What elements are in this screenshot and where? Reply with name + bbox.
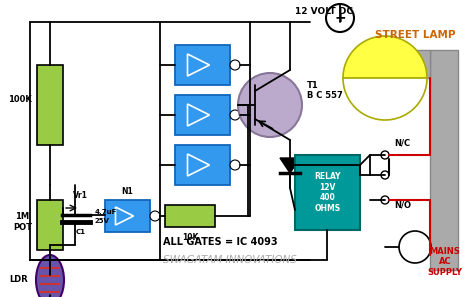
Wedge shape: [343, 78, 427, 120]
Text: B C 557: B C 557: [307, 91, 343, 99]
Circle shape: [230, 60, 240, 70]
Text: T1: T1: [307, 80, 319, 89]
Circle shape: [150, 211, 160, 221]
Circle shape: [326, 4, 354, 32]
Text: N/O: N/O: [394, 200, 411, 209]
Text: 12 VOLT DC: 12 VOLT DC: [295, 7, 353, 17]
Text: LDR: LDR: [9, 276, 28, 285]
FancyBboxPatch shape: [165, 205, 215, 227]
Circle shape: [230, 160, 240, 170]
Text: 4.7uF: 4.7uF: [95, 209, 118, 215]
Circle shape: [381, 171, 389, 179]
FancyBboxPatch shape: [175, 95, 230, 135]
FancyBboxPatch shape: [175, 45, 230, 85]
Circle shape: [381, 151, 389, 159]
Circle shape: [399, 231, 431, 263]
Text: 10K: 10K: [182, 233, 198, 241]
FancyBboxPatch shape: [355, 50, 430, 78]
Polygon shape: [280, 158, 300, 173]
FancyBboxPatch shape: [430, 50, 458, 270]
Text: +: +: [334, 11, 346, 25]
Text: N/C: N/C: [394, 138, 410, 148]
FancyBboxPatch shape: [37, 200, 63, 250]
Wedge shape: [343, 36, 427, 78]
Circle shape: [381, 196, 389, 204]
Text: N1: N1: [122, 187, 133, 197]
Circle shape: [238, 73, 302, 137]
Ellipse shape: [36, 255, 64, 297]
Circle shape: [230, 110, 240, 120]
Text: Vr1: Vr1: [73, 192, 88, 200]
Text: ALL GATES = IC 4093: ALL GATES = IC 4093: [163, 237, 277, 247]
Text: STREET LAMP: STREET LAMP: [375, 30, 455, 40]
FancyBboxPatch shape: [37, 65, 63, 145]
Text: 1M
POT: 1M POT: [13, 212, 32, 232]
FancyBboxPatch shape: [295, 155, 360, 230]
Text: SWAGATAM INNOVATIONS: SWAGATAM INNOVATIONS: [163, 255, 297, 265]
Text: C1: C1: [76, 229, 86, 235]
Text: MAINS
AC
SUPPLY: MAINS AC SUPPLY: [428, 247, 463, 277]
FancyBboxPatch shape: [105, 200, 150, 232]
Text: RELAY
12V
400
OHMS: RELAY 12V 400 OHMS: [314, 172, 341, 213]
Text: 25V: 25V: [95, 218, 110, 224]
Text: 100K: 100K: [8, 96, 32, 105]
FancyBboxPatch shape: [175, 145, 230, 185]
